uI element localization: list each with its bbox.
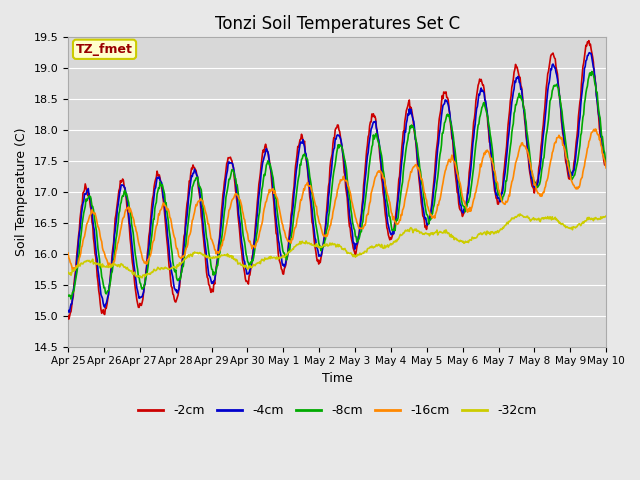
- Y-axis label: Soil Temperature (C): Soil Temperature (C): [15, 128, 28, 256]
- X-axis label: Time: Time: [322, 372, 353, 385]
- Text: TZ_fmet: TZ_fmet: [76, 43, 133, 56]
- Title: Tonzi Soil Temperatures Set C: Tonzi Soil Temperatures Set C: [214, 15, 460, 33]
- Legend: -2cm, -4cm, -8cm, -16cm, -32cm: -2cm, -4cm, -8cm, -16cm, -32cm: [133, 399, 541, 422]
